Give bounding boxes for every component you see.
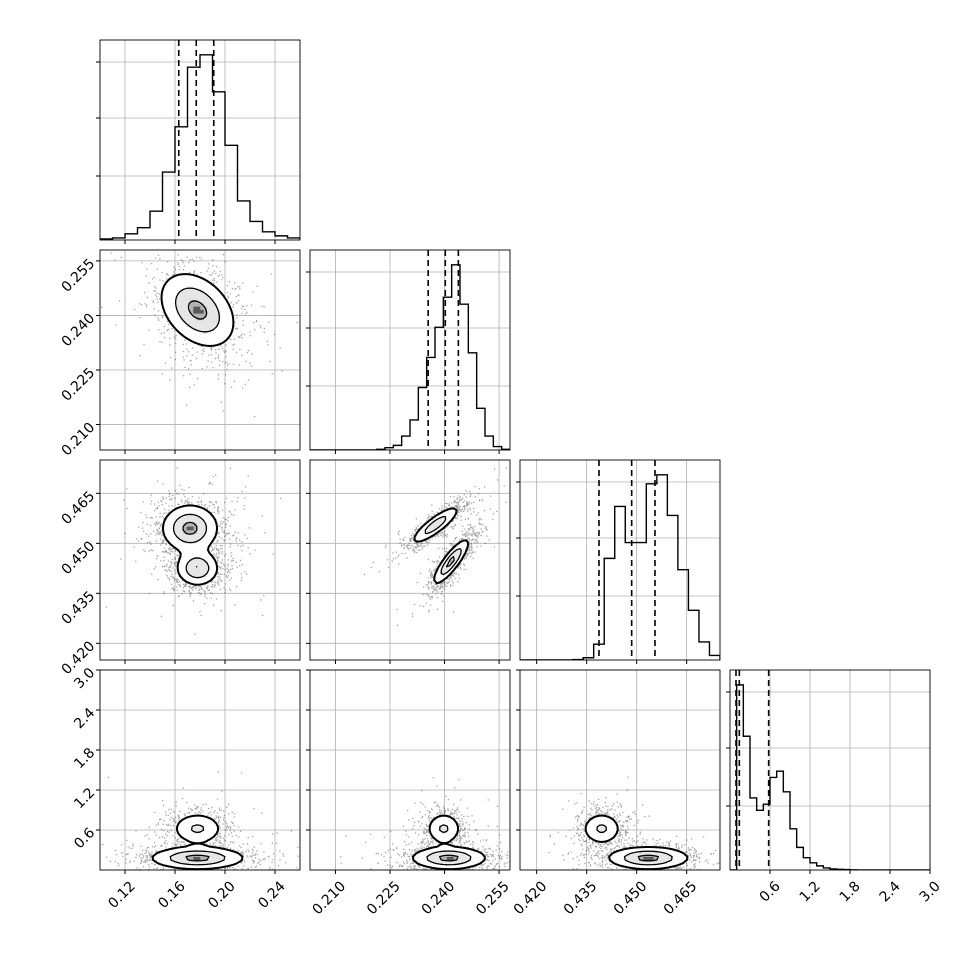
- histogram-3: [730, 684, 930, 870]
- contour-line-2: [187, 300, 208, 320]
- y-tick-label: 0.6: [71, 825, 98, 852]
- density-band-3: [193, 856, 201, 861]
- scatter-points: [340, 777, 510, 870]
- x-tick-label: 0.240: [419, 878, 459, 918]
- x-tick-label: 0.210: [310, 878, 350, 918]
- plot-area: [548, 776, 720, 870]
- y-tick-label: 2.4: [71, 705, 98, 732]
- density-band-3: [446, 856, 454, 861]
- plot-area: [363, 467, 508, 626]
- x-tick-label: 0.24: [255, 878, 288, 911]
- y-tick-label: 0.240: [59, 310, 99, 350]
- x-tick-label: 0.450: [611, 878, 651, 918]
- panel-frame: [99, 669, 301, 871]
- panel-0-0: [96, 39, 301, 244]
- panel-3-3: [726, 669, 931, 874]
- y-tick-label: 0.225: [59, 365, 99, 405]
- panel-frame: [519, 669, 721, 871]
- panel-frame: [99, 459, 301, 661]
- contour-line-1: [426, 824, 472, 866]
- x-tick-label: 0.6: [757, 878, 784, 905]
- histogram-1: [310, 264, 510, 450]
- histogram-2: [520, 474, 720, 660]
- y-tick-label: 0.450: [59, 538, 99, 578]
- contour-line-1: [424, 515, 462, 576]
- x-tick-label: 2.4: [877, 878, 904, 905]
- contour-line-0: [413, 507, 470, 585]
- plot-area: [100, 771, 299, 870]
- contour-line-1: [174, 287, 221, 333]
- contour-line-0: [412, 814, 486, 870]
- x-tick-label: 0.12: [105, 878, 138, 911]
- x-tick-label: 0.420: [511, 878, 551, 918]
- panel-2-1: [306, 459, 511, 664]
- contour-line-0: [162, 504, 219, 586]
- density-band-3: [186, 526, 194, 531]
- y-tick-label: 1.2: [71, 785, 98, 812]
- panel-frame: [309, 669, 511, 871]
- contour-line-2: [185, 854, 210, 862]
- x-tick-label: 1.2: [797, 878, 824, 905]
- histogram-0: [100, 54, 300, 240]
- plot-area: [340, 777, 510, 870]
- x-tick-label: 0.16: [155, 878, 188, 911]
- y-tick-label: 0.465: [59, 488, 99, 528]
- scatter-points: [363, 467, 508, 626]
- panel-frame: [99, 249, 301, 451]
- panel-1-0: [96, 249, 301, 454]
- x-tick-label: 0.20: [205, 878, 238, 911]
- x-tick-label: 0.255: [473, 878, 513, 918]
- panel-frame: [99, 39, 301, 241]
- density-band-1: [596, 826, 674, 864]
- contour-line-0: [160, 273, 235, 347]
- panel-3-1: [306, 669, 511, 874]
- contour-line-1: [169, 824, 226, 866]
- y-tick-label: 1.8: [71, 745, 98, 772]
- panel-1-1: [306, 249, 511, 454]
- contour-line-0: [151, 814, 244, 870]
- contour-line-1: [172, 513, 210, 579]
- plot-area: [100, 250, 298, 418]
- panel-2-0: [96, 459, 301, 664]
- contour-line-0: [584, 814, 689, 870]
- contour-line-2: [182, 521, 198, 568]
- x-tick-label: 0.225: [364, 878, 404, 918]
- plot-area: [105, 467, 282, 635]
- panel-frame: [309, 249, 511, 451]
- y-tick-label: 0.435: [59, 588, 99, 628]
- density-band-1: [426, 826, 471, 864]
- y-tick-label: 0.255: [59, 256, 99, 296]
- y-tick-label: 0.210: [59, 420, 99, 460]
- x-tick-label: 1.8: [837, 878, 864, 905]
- x-tick-label: 0.465: [661, 878, 701, 918]
- x-tick-label: 0.435: [561, 878, 601, 918]
- panel-3-2: [516, 669, 721, 874]
- contour-line-2: [439, 854, 459, 862]
- x-tick-label: 3.0: [917, 878, 944, 905]
- panel-frame: [729, 669, 931, 871]
- density-band-1: [170, 826, 224, 864]
- contour-line-1: [596, 824, 673, 866]
- density-band-1: [426, 516, 461, 574]
- contour-line-2: [637, 854, 659, 862]
- panel-3-0: [96, 669, 301, 874]
- contour-line-2: [445, 555, 455, 568]
- panel-frame: [309, 459, 511, 661]
- panel-frame: [519, 459, 721, 661]
- panel-2-2: [516, 459, 721, 664]
- density-band-3: [643, 856, 654, 861]
- density-band-3: [193, 306, 204, 314]
